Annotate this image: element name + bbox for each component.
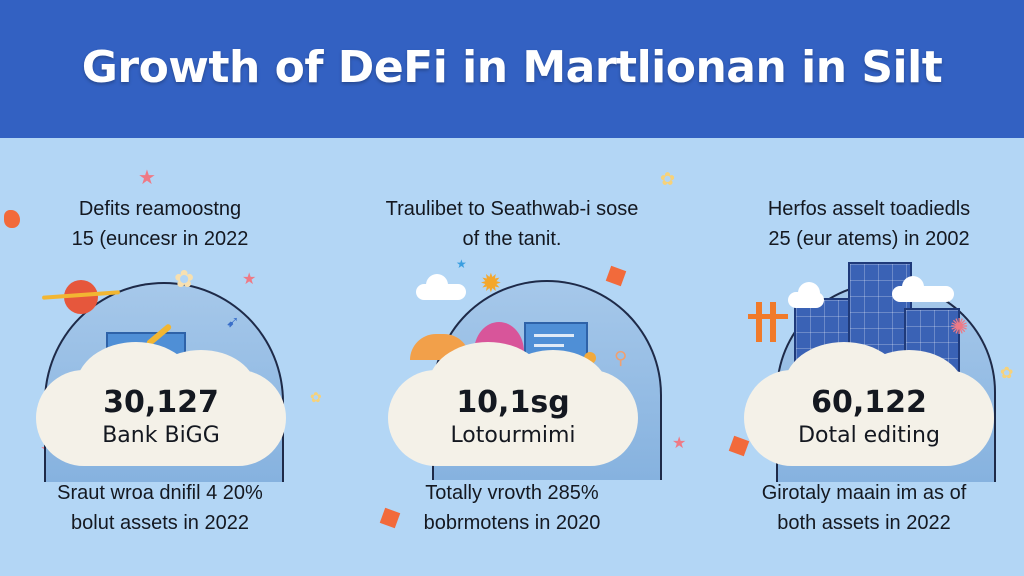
blob-icon: [4, 210, 20, 228]
stat-label: Lotourmimi: [450, 423, 576, 448]
page-title: Growth of DeFi in Martlionan in Silt: [81, 41, 943, 93]
stat-value: 10,1sg: [456, 385, 570, 420]
bird-icon: ➹: [226, 314, 240, 331]
sun-icon: ✹: [480, 268, 502, 298]
panel-caption-bottom: Totally vrovth 285% bobrmotens in 2020: [423, 482, 601, 534]
stat-value: 60,122: [811, 385, 927, 420]
title-banner: Growth of DeFi in Martlionan in Silt: [0, 0, 1024, 138]
stat-value: 30,127: [103, 385, 219, 420]
star-icon: ★: [138, 167, 156, 189]
stat-cloud: 10,1sg Lotourmimi: [388, 342, 638, 466]
stat-panel-3: Herfos asselt toadiedls 25 (eur atems) i…: [704, 138, 1024, 576]
flower-icon: ✺: [950, 314, 969, 339]
stat-label: Bank BiGG: [102, 423, 220, 448]
panel-caption-top: Traulibet to Seathwab-i sose of the tani…: [385, 198, 639, 250]
panel-caption-top: Defits reamoostng 15 (euncesr in 2022: [71, 198, 249, 250]
flower-icon: ✿: [660, 169, 676, 189]
star-icon: ★: [672, 435, 687, 452]
stat-cloud: 30,127 Bank BiGG: [36, 342, 286, 466]
stat-panel-2: Traulibet to Seathwab-i sose of the tani…: [352, 138, 672, 576]
stat-label: Dotal editing: [798, 423, 940, 448]
cloud-icon: [788, 282, 824, 308]
panel-caption-bottom: Sraut wroa dnifil 4 20% bolut assets in …: [57, 482, 263, 534]
panel-caption-top: Herfos asselt toadiedls 25 (eur atems) i…: [767, 198, 971, 250]
flower-icon: ✿: [174, 266, 195, 293]
flower-icon: ✿: [1000, 365, 1014, 382]
cloud-icon: [416, 274, 466, 300]
key-icon: ⚲: [614, 348, 628, 368]
panel-caption-bottom: Girotaly maain im as of both assets in 2…: [761, 482, 967, 534]
star-icon: ★: [456, 257, 467, 271]
stat-panel-1: Defits reamoostng 15 (euncesr in 2022 ✿ …: [0, 138, 320, 576]
flower-icon: ✿: [310, 389, 322, 405]
stat-cloud: 60,122 Dotal editing: [744, 342, 994, 466]
star-icon: ★: [242, 271, 257, 288]
crane-icon: [756, 302, 762, 342]
cloud-icon: [892, 276, 954, 302]
